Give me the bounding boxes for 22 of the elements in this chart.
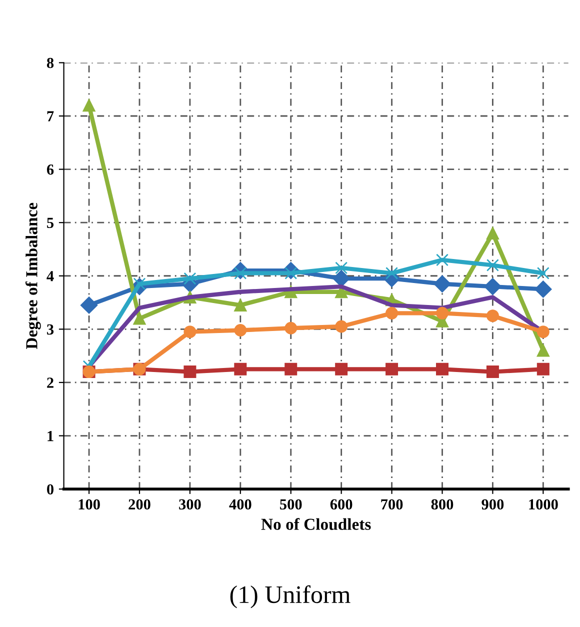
x-tick-label: 500 bbox=[280, 499, 302, 510]
y-tick-label: 0 bbox=[47, 484, 54, 495]
x-tick-label: 600 bbox=[330, 499, 352, 510]
x-tick-label: 800 bbox=[431, 499, 454, 510]
x-tick-label: 300 bbox=[179, 499, 201, 510]
y-axis-title: Degree of Imbalance bbox=[25, 202, 41, 350]
y-tick-label: 8 bbox=[46, 58, 54, 68]
y-tick-label: 6 bbox=[46, 164, 54, 175]
y-tick-label: 4 bbox=[46, 271, 54, 282]
x-tick-label: 100 bbox=[78, 499, 100, 510]
x-tick-label: 700 bbox=[381, 499, 403, 510]
y-tick-label: 3 bbox=[47, 324, 54, 335]
x-axis-title: No of Cloudlets bbox=[261, 518, 371, 530]
text: (1) Uniform bbox=[230, 585, 350, 608]
x-tick-label: 900 bbox=[482, 499, 504, 510]
x-tick-label: 400 bbox=[229, 499, 252, 510]
y-tick-label: 1 bbox=[48, 430, 54, 442]
y-tick-label: 5 bbox=[47, 218, 54, 228]
x-tick-label: 1000 bbox=[529, 499, 558, 510]
y-tick-label: 2 bbox=[47, 378, 54, 388]
x-tick-label: 200 bbox=[128, 499, 150, 510]
y-tick-label: 7 bbox=[47, 111, 54, 122]
